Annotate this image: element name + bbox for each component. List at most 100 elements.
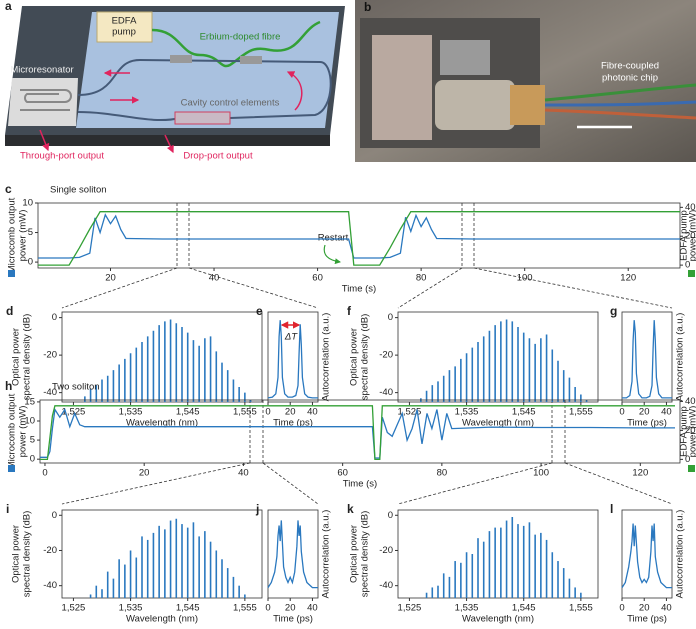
y-tick-label: -40 [379, 580, 393, 591]
y-tick-label: 5 [28, 227, 33, 238]
legend-swatch [688, 270, 695, 277]
x-tick-label: 1,545 [176, 603, 200, 614]
x-tick-label: 20 [639, 407, 650, 418]
y-axis-label: Autocorrelation (a.u.) [675, 313, 686, 402]
x-tick-label: 40 [238, 468, 249, 479]
y2-axis-label: EDFA pump [679, 210, 690, 261]
fibre-label: Erbium-doped fibre [200, 32, 281, 43]
isolator [170, 55, 192, 63]
zoom-line [188, 267, 319, 309]
zoom-line [564, 462, 673, 505]
y-tick-label: -20 [379, 545, 393, 556]
x-tick-label: 0 [265, 407, 270, 418]
x-tick-label: 20 [639, 603, 650, 614]
series-line [622, 320, 672, 399]
y-axis-label: power (mW) [18, 406, 29, 458]
x-axis-label: Wavelength (nm) [126, 418, 198, 429]
x-tick-label: 1,535 [455, 407, 479, 418]
y-tick-label: -40 [379, 387, 393, 398]
x-tick-label: 0 [265, 603, 270, 614]
zoom-line [262, 462, 319, 505]
y-tick-label: 10 [22, 198, 33, 209]
x-tick-label: 60 [312, 273, 323, 284]
panel-label: e [256, 304, 263, 318]
x-tick-label: 1,525 [62, 603, 86, 614]
y-axis-label: Microcomb output [7, 197, 18, 273]
fibre-array [435, 80, 515, 130]
x-axis-label: Time (ps) [627, 418, 667, 429]
legend-swatch [8, 465, 15, 472]
y-tick-label: -20 [379, 350, 393, 361]
x-tick-label: 1,555 [569, 603, 593, 614]
y2-tick-label: 200 [685, 231, 696, 242]
series-line [40, 405, 675, 461]
y-axis-label: Optical power [349, 328, 360, 386]
series-line [38, 211, 680, 266]
y-tick-label: -20 [43, 545, 57, 556]
x-axis-label: Time (s) [343, 479, 377, 490]
y-axis-label: Autocorrelation (a.u.) [321, 313, 332, 402]
y-axis-label: Microcomb output [7, 393, 18, 469]
zoom-guides [61, 203, 673, 505]
y-axis-label: spectral density (dB) [22, 511, 33, 598]
er-fibre [151, 20, 321, 68]
arrow [286, 71, 303, 111]
y-tick-label: 10 [24, 416, 35, 427]
y2-tick-label: 0 [685, 454, 690, 465]
y-tick-label: -20 [43, 350, 57, 361]
x-tick-label: 1,555 [233, 407, 257, 418]
x-tick-label: 1,545 [512, 407, 536, 418]
y-tick-label: 0 [388, 510, 393, 521]
x-axis-label: Time (s) [342, 284, 376, 295]
y-axis-label: Optical power [11, 525, 22, 583]
edfa-label: EDFA [112, 16, 137, 27]
y-tick-label: 0 [52, 312, 57, 323]
x-tick-label: 1,525 [62, 407, 86, 418]
y-tick-label: -40 [43, 580, 57, 591]
y-tick-label: -40 [43, 387, 57, 398]
fibre-loop [77, 58, 332, 119]
panel-label: h [5, 379, 12, 393]
plot-frame [267, 311, 319, 403]
y-axis-label: Autocorrelation (a.u.) [675, 510, 686, 599]
x-axis-label: Time (ps) [273, 418, 313, 429]
chart-title: Two soliton [52, 382, 100, 393]
panel-label: a [5, 0, 12, 13]
edfa-label: pump [112, 27, 136, 38]
x-tick-label: 1,555 [233, 603, 257, 614]
arrow [164, 134, 174, 154]
legend-swatch [688, 465, 695, 472]
y2-tick-label: 200 [685, 425, 696, 436]
caption: photonic chip [602, 73, 658, 84]
x-tick-label: 120 [632, 468, 648, 479]
x-tick-label: 40 [661, 407, 672, 418]
y2-tick-label: 400 [685, 202, 696, 213]
y-axis-label: Optical power [349, 525, 360, 583]
y-tick-label: 15 [24, 396, 35, 407]
panel-label: k [347, 502, 354, 516]
plot-frame [37, 202, 681, 269]
panel-label: j [255, 502, 259, 516]
y-axis-label: spectral density (dB) [22, 314, 33, 401]
x-tick-label: 0 [619, 407, 624, 418]
series-line [267, 520, 318, 589]
fibre [77, 111, 181, 122]
x-tick-label: 20 [285, 603, 296, 614]
x-tick-label: 1,535 [119, 603, 143, 614]
series-line [38, 213, 680, 259]
zoom-line [397, 462, 553, 505]
schematic: a EDFA pump Erbium-doped fibre Microreso… [5, 0, 345, 162]
panel-label: i [6, 502, 9, 516]
plot-frame [621, 311, 673, 403]
restart-arrow [323, 244, 341, 265]
plot-frame [61, 311, 263, 403]
zoom-line [397, 267, 463, 309]
coupler [240, 56, 262, 64]
plot-frame [397, 311, 599, 403]
series-line [621, 523, 672, 589]
y-tick-label: 0 [52, 510, 57, 521]
panel-label: d [6, 304, 13, 318]
panel-label: f [347, 304, 352, 318]
x-tick-label: 80 [437, 468, 448, 479]
fibre [544, 100, 696, 107]
